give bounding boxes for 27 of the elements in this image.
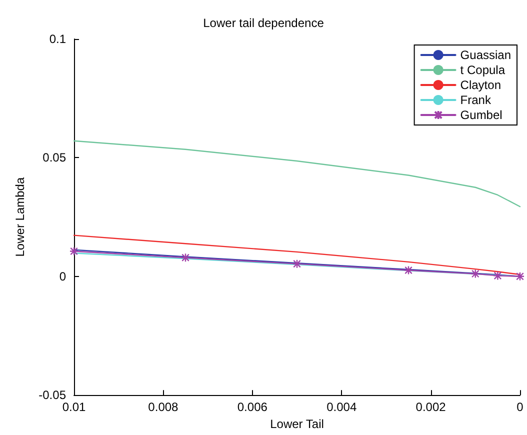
point [69, 246, 79, 256]
legend-label: Guassian [460, 48, 512, 62]
point [470, 269, 480, 278]
y-axis-title: Lower Lambda [13, 177, 27, 257]
y-tick-label: 0 [59, 269, 66, 284]
point [292, 259, 302, 268]
x-tick-label: 0 [516, 400, 524, 414]
legend-label: Frank [460, 93, 492, 107]
x-tick-label: 0.008 [148, 400, 179, 414]
x-tick-label: 0.002 [416, 400, 446, 414]
y-tick-label: 0.05 [42, 150, 66, 165]
legend-label: Clayton [460, 78, 501, 92]
y-tick-label: -0.05 [38, 388, 66, 402]
x-tick-label: 0.004 [326, 400, 357, 414]
x-tick-label: 0.01 [62, 400, 86, 414]
x-tick-label: 0.006 [237, 400, 268, 414]
legend-label: t Copula [460, 63, 506, 77]
x-axis-title: Lower Tail [270, 417, 324, 431]
point [180, 253, 190, 262]
point [493, 271, 502, 280]
point [515, 272, 525, 281]
line-series [73, 234, 521, 276]
legend-label: Gumbel [460, 108, 502, 122]
y-tick-label: 0.1 [49, 32, 66, 46]
chart-title: Lower tail dependence [203, 16, 324, 30]
line-series [73, 140, 521, 208]
point [404, 266, 414, 275]
